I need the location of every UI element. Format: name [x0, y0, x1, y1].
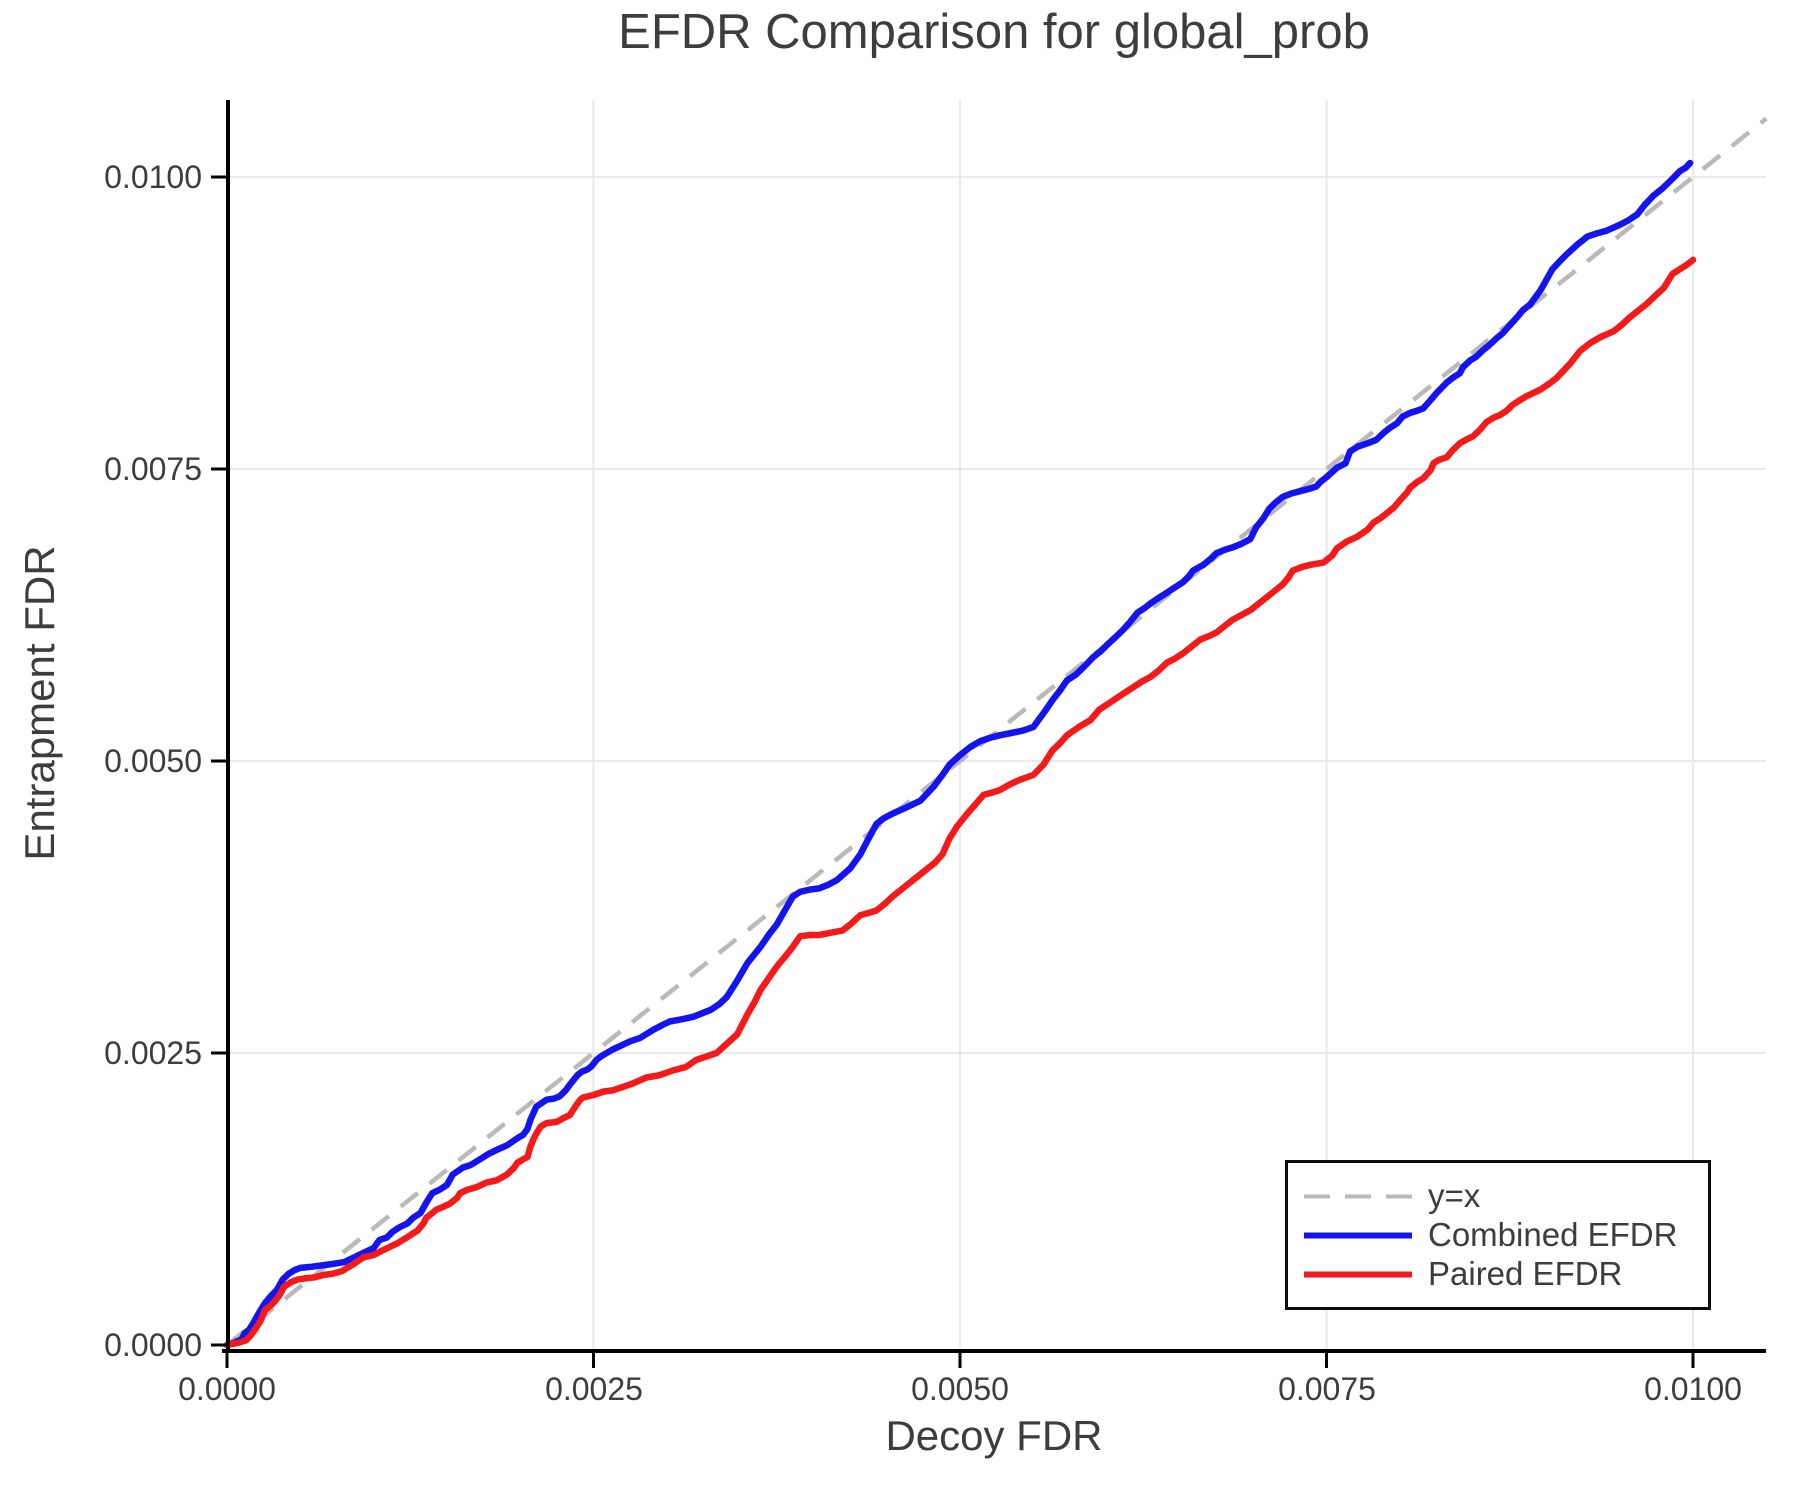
combined-efdr-line-swatch: [1304, 1232, 1412, 1238]
x-tick-label-4: 0.0100: [1644, 1371, 1742, 1407]
legend-item-label: Paired EFDR: [1428, 1255, 1623, 1292]
x-tick-label-2: 0.0050: [911, 1371, 1009, 1407]
legend-item-label: y=x: [1428, 1177, 1481, 1214]
dashed-line-swatch: [1304, 1194, 1412, 1198]
legend-item-yx: y=x: [1302, 1177, 1708, 1215]
paired-efdr-line-swatch: [1304, 1271, 1412, 1277]
legend-item-combined-efdr: Combined EFDR: [1302, 1216, 1708, 1254]
x-tick-label-0: 0.0000: [178, 1371, 276, 1407]
series-line-paired-efdr: [223, 256, 1697, 1349]
x-tick-label-1: 0.0025: [545, 1371, 643, 1407]
y-tick-label-1: 0.0025: [104, 1035, 202, 1071]
legend-item-paired-efdr: Paired EFDR: [1302, 1255, 1708, 1293]
y-tick-label-2: 0.0050: [104, 743, 202, 779]
x-tick-label-3: 0.0075: [1278, 1371, 1376, 1407]
legend-item-label: Combined EFDR: [1428, 1216, 1678, 1253]
series-line-combined-efdr: [223, 159, 1694, 1349]
y-tick-label-4: 0.0100: [104, 159, 202, 195]
y-tick-label-3: 0.0075: [104, 451, 202, 487]
legend: y=x Combined EFDR Paired EFDR: [1285, 1160, 1711, 1310]
y-tick-label-0: 0.0000: [104, 1327, 202, 1363]
y-axis-label: Entrapment FDR: [16, 545, 63, 861]
chart-title: EFDR Comparison for global_prob: [618, 5, 1370, 59]
x-axis-label: Decoy FDR: [885, 1412, 1103, 1459]
